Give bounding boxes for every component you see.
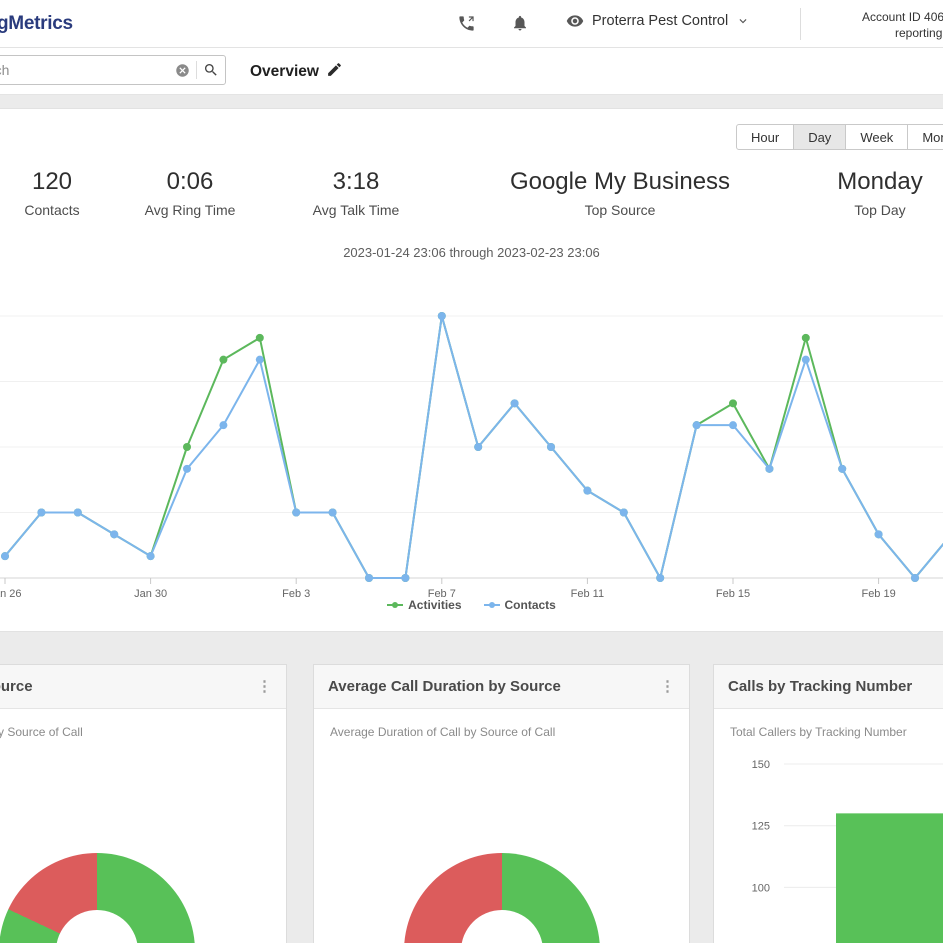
- search-box: [0, 55, 226, 85]
- range-day-button[interactable]: Day: [793, 124, 846, 150]
- widget-header: Calls by Source ⋮: [0, 665, 286, 709]
- stat-contacts: 120 Contacts: [24, 168, 79, 218]
- chart-legend: Activities Contacts: [0, 598, 943, 612]
- legend-item-activities[interactable]: Activities: [387, 598, 461, 612]
- widget-subtitle: Average Duration of Call by Source of Ca…: [314, 709, 689, 739]
- range-week-button[interactable]: Week: [845, 124, 908, 150]
- range-hour-button[interactable]: Hour: [736, 124, 794, 150]
- stat-top-day: Monday Top Day: [837, 168, 922, 218]
- account-email-text: reporting@: [862, 25, 943, 41]
- widget-subtitle: Total Callers by Source of Call: [0, 709, 286, 739]
- bell-icon[interactable]: [511, 14, 529, 32]
- account-id-text: Account ID 4064: [862, 9, 943, 25]
- app-logo[interactable]: gMetrics: [0, 13, 73, 35]
- legend-label-activities: Activities: [408, 598, 461, 612]
- stat-value: Google My Business: [510, 168, 730, 196]
- legend-item-contacts[interactable]: Contacts: [484, 598, 556, 612]
- eye-icon: [566, 12, 584, 30]
- search-input[interactable]: [0, 62, 169, 78]
- widget-title: Calls by Source: [0, 678, 33, 695]
- svg-text:100: 100: [752, 882, 770, 894]
- date-range-text: 2023-01-24 23:06 through 2023-02-23 23:0…: [0, 245, 943, 260]
- stat-value: 0:06: [145, 168, 236, 196]
- chevron-down-icon: [736, 14, 750, 28]
- stat-label: Top Source: [510, 202, 730, 218]
- kebab-menu-icon[interactable]: ⋮: [660, 679, 675, 694]
- contacts-marker-icon: [484, 600, 500, 610]
- donut-hole: [56, 910, 138, 943]
- stat-label: Contacts: [24, 202, 79, 218]
- widget-header: Calls by Tracking Number ⋮: [714, 665, 943, 709]
- stat-value: Monday: [837, 168, 922, 196]
- kebab-menu-icon[interactable]: ⋮: [257, 679, 272, 694]
- account-switcher[interactable]: Proterra Pest Control: [566, 12, 750, 30]
- account-name: Proterra Pest Control: [592, 13, 728, 29]
- tracking-number-bar-chart: 150125100Tracking Number: [714, 745, 943, 943]
- stat-avg-ring-time: 0:06 Avg Ring Time: [145, 168, 236, 218]
- widget-header: Average Call Duration by Source ⋮: [314, 665, 689, 709]
- avg-duration-donut-chart: [404, 853, 600, 943]
- widget-subtitle: Total Callers by Tracking Number: [714, 709, 943, 739]
- clear-search-icon[interactable]: [169, 63, 196, 78]
- activities-marker-icon: [387, 600, 403, 610]
- page-title: Overview: [250, 63, 319, 81]
- widget-calls-by-source: Calls by Source ⋮ Total Callers by Sourc…: [0, 664, 287, 943]
- widget-title: Average Call Duration by Source: [328, 678, 561, 695]
- svg-text:150: 150: [752, 759, 770, 771]
- legend-label-contacts: Contacts: [505, 598, 556, 612]
- stat-value: 120: [24, 168, 79, 196]
- search-icon[interactable]: [197, 62, 225, 78]
- phone-outgoing-icon[interactable]: [457, 14, 476, 33]
- stat-value: 3:18: [313, 168, 400, 196]
- activities-contacts-chart: Jan 26Jan 30Feb 3Feb 7Feb 11Feb 15Feb 19: [0, 270, 943, 600]
- account-info: Account ID 4064 reporting@: [862, 9, 943, 41]
- calls-by-source-donut-chart: [0, 853, 195, 943]
- time-granularity-toggle: Hour Day Week Month: [736, 124, 943, 150]
- stat-top-source: Google My Business Top Source: [510, 168, 730, 218]
- stat-label: Avg Ring Time: [145, 202, 236, 218]
- stat-label: Avg Talk Time: [313, 202, 400, 218]
- range-month-button[interactable]: Month: [907, 124, 943, 150]
- widget-title: Calls by Tracking Number: [728, 678, 912, 695]
- stat-avg-talk-time: 3:18 Avg Talk Time: [313, 168, 400, 218]
- stat-label: Top Day: [837, 202, 922, 218]
- svg-text:125: 125: [752, 821, 770, 833]
- widget-avg-call-duration: Average Call Duration by Source ⋮ Averag…: [313, 664, 690, 943]
- donut-hole: [461, 910, 543, 943]
- widget-calls-by-tracking-number: Calls by Tracking Number ⋮ Total Callers…: [713, 664, 943, 943]
- pencil-icon[interactable]: [326, 61, 343, 78]
- dashboard-screen: gMetrics Proterra Pest Control Account I…: [0, 0, 943, 943]
- header-divider: [800, 8, 801, 40]
